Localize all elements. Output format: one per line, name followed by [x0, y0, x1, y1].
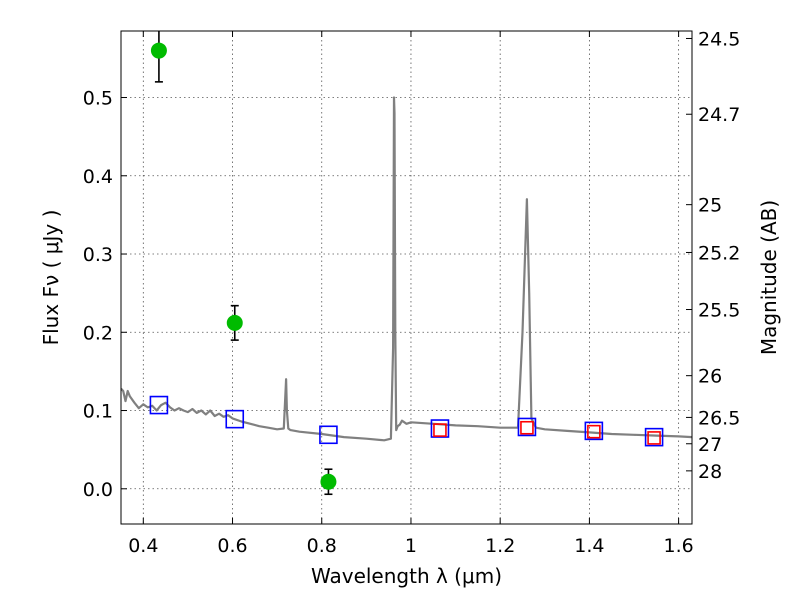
spectrum-line — [121, 96, 692, 442]
model-square-red — [433, 423, 447, 437]
x-tick-label: 1.6 — [664, 535, 694, 557]
y-tick-label: 0.1 — [83, 401, 113, 423]
x-tick-label: 0.6 — [217, 535, 247, 557]
y2-tick-label: 26 — [698, 366, 722, 388]
photometry-point — [320, 473, 337, 490]
y2-tick-label: 25 — [698, 195, 722, 217]
model-square-blue — [517, 417, 537, 437]
y-tick-label: 0.3 — [83, 244, 113, 266]
x-tick-label: 1.4 — [574, 535, 604, 557]
model-square-red — [520, 420, 534, 435]
grid — [121, 31, 692, 524]
y2-tick-label: 25.5 — [698, 300, 740, 322]
model-square-blue — [319, 425, 338, 445]
y2-tick-label: 28 — [698, 461, 722, 483]
model-square-blue — [584, 421, 604, 441]
plot-frame — [120, 30, 693, 525]
model-square-red — [647, 431, 661, 445]
x-tick-label: 1.2 — [485, 535, 515, 557]
y2-axis-title: Magnitude (AB) — [757, 200, 781, 355]
model-square-blue — [644, 427, 664, 447]
y2-tick-label: 26.5 — [698, 407, 740, 429]
y-tick-label: 0.2 — [83, 322, 113, 344]
y2-tick-label: 25.2 — [698, 242, 740, 264]
x-tick-label: 0.4 — [128, 535, 158, 557]
model-square-blue — [149, 395, 169, 415]
x-tick-label: 0.8 — [307, 535, 337, 557]
y2-tick-label: 24.7 — [698, 104, 740, 126]
plot-area — [121, 31, 692, 496]
photometry-point — [150, 42, 167, 59]
photometry-point — [226, 314, 243, 331]
axis-ticks: 0.4 0.6 0.8 1 1.2 1.4 1.6 0.0 0.1 0.2 0.3 0.4 0.5 24.… — [83, 28, 741, 557]
y-tick-label: 0.5 — [83, 88, 113, 110]
y-axis-title: Flux Fν ( μJy ) — [39, 210, 63, 346]
x-tick-label: 1 — [405, 535, 417, 557]
y-tick-label: 0.0 — [83, 479, 113, 501]
model-square-red — [587, 424, 601, 439]
y2-tick-label: 24.5 — [698, 28, 740, 50]
model-square-blue — [430, 419, 450, 438]
y2-tick-label: 27 — [698, 434, 722, 456]
model-square-blue — [225, 409, 245, 429]
x-axis-title: Wavelength λ (μm) — [311, 564, 502, 588]
y-tick-label: 0.4 — [83, 166, 113, 188]
